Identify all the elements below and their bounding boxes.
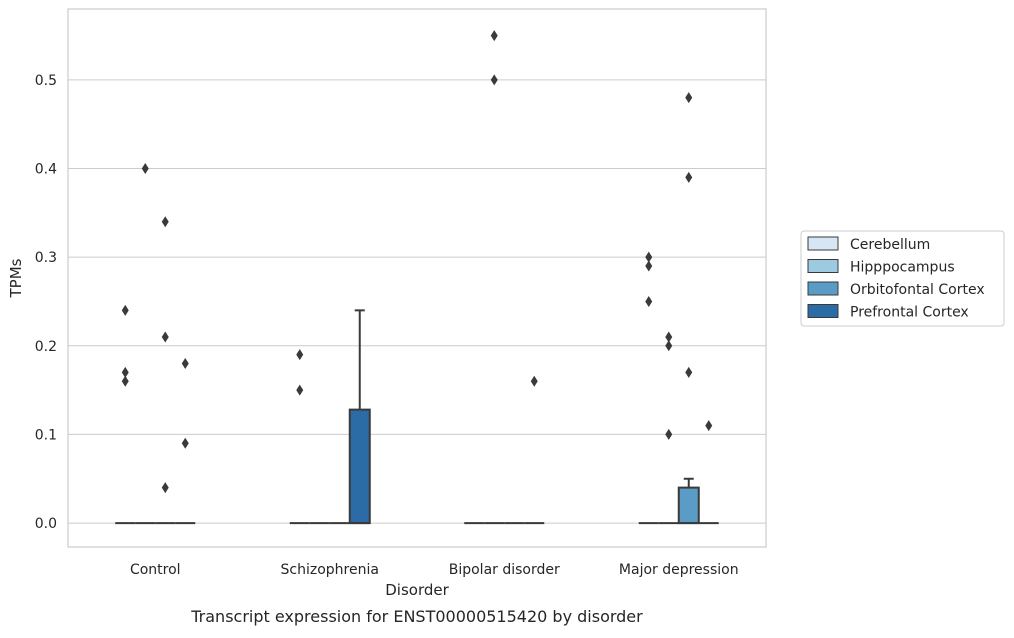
x-tick-label: Control	[130, 562, 181, 578]
y-tick-label: 0.0	[35, 516, 57, 532]
box-prefrontal-cortex-bipolar-disorder	[524, 375, 545, 525]
outlier-point	[141, 163, 149, 175]
box-cerebellum-major-depression	[638, 251, 659, 525]
outlier-point	[530, 375, 538, 387]
legend-item: Prefrontal Cortex	[807, 304, 969, 321]
legend-item: Hipppocampus	[807, 259, 955, 276]
outlier-point	[161, 216, 169, 228]
x-tick-label: Major depression	[619, 562, 739, 578]
x-tick-label: Bipolar disorder	[449, 562, 560, 578]
y-tick-label: 0.4	[35, 162, 57, 178]
box-prefrontal-cortex-control	[175, 358, 196, 525]
box-prefrontal-cortex-schizophrenia	[348, 309, 371, 525]
box	[348, 408, 371, 525]
box-groups	[115, 30, 719, 525]
legend-swatch	[807, 259, 839, 273]
legend-label: Hipppocampus	[850, 260, 955, 276]
y-tick-label: 0.1	[35, 427, 57, 443]
outlier-point	[121, 366, 129, 378]
legend-swatch	[807, 236, 839, 251]
box-hipppocampus-major-depression	[658, 331, 679, 525]
outlier-point	[181, 358, 189, 370]
box-hipppocampus-bipolar-disorder	[484, 30, 505, 525]
outlier-point	[645, 260, 653, 272]
legend-label: Prefrontal Cortex	[850, 305, 969, 321]
outlier-point	[296, 349, 304, 361]
legend-items: Cerebellum Hipppocampus Orbitofontal Corte…	[807, 236, 985, 321]
outlier-point	[121, 304, 129, 316]
outlier-point	[665, 331, 673, 343]
x-axis-ticks: Control Schizophrenia Bipolar disorder Majo…	[130, 562, 739, 578]
outlier-point	[665, 340, 673, 352]
legend-item: Cerebellum	[807, 236, 930, 253]
outlier-point	[490, 74, 498, 86]
outlier-point	[296, 384, 304, 396]
y-axis-label: TPMs	[7, 258, 25, 298]
box-orbitofontal-cortex-major-depression	[677, 92, 700, 525]
y-axis-ticks: 0.0 0.1 0.2 0.3 0.4 0.5	[35, 73, 57, 532]
outlier-point	[161, 482, 169, 494]
x-axis-label: Disorder	[385, 581, 449, 599]
outlier-point	[685, 171, 693, 183]
box	[677, 486, 700, 525]
box-cerebellum-schizophrenia	[289, 349, 310, 525]
chart-caption: Transcript expression for ENST0000051542…	[190, 607, 643, 626]
box-hipppocampus-control	[135, 163, 156, 525]
legend-label: Cerebellum	[850, 237, 930, 253]
outlier-point	[181, 437, 189, 449]
outlier-point	[705, 420, 713, 432]
box-prefrontal-cortex-major-depression	[698, 420, 719, 525]
y-tick-label: 0.5	[35, 73, 57, 89]
y-tick-label: 0.3	[35, 250, 57, 266]
outlier-point	[645, 251, 653, 263]
outlier-point	[685, 92, 693, 104]
legend-swatch	[807, 304, 839, 318]
box-orbitofontal-cortex-control	[155, 216, 176, 525]
outlier-point	[161, 331, 169, 343]
x-tick-label: Schizophrenia	[281, 562, 379, 578]
grid-lines	[68, 79, 766, 524]
legend: Cerebellum Hipppocampus Orbitofontal Corte…	[800, 230, 1005, 327]
outlier-point	[121, 375, 129, 387]
legend-item: Orbitofontal Cortex	[807, 281, 985, 298]
legend-label: Orbitofontal Cortex	[850, 282, 985, 298]
outlier-point	[665, 428, 673, 440]
legend-frame	[800, 230, 1005, 327]
box-cerebellum-control	[115, 304, 136, 525]
y-tick-label: 0.2	[35, 339, 57, 355]
outlier-point	[685, 366, 693, 378]
legend-swatch	[807, 281, 839, 296]
plot-area-frame	[67, 8, 767, 548]
outlier-point	[645, 295, 653, 307]
outlier-point	[490, 30, 498, 42]
